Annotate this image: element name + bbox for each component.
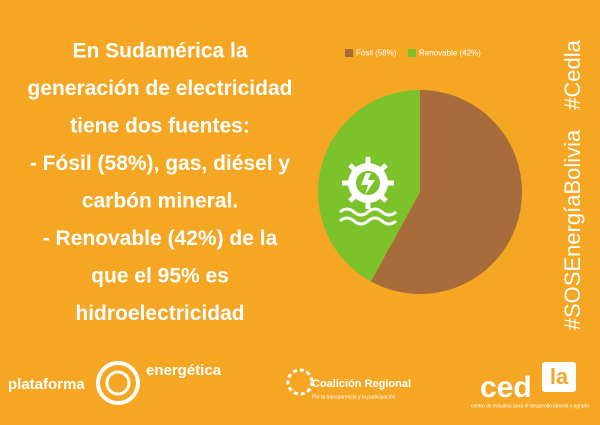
message-line: - Fósil (58%), gas, diésel y	[30, 152, 291, 175]
pie-slice	[370, 90, 522, 294]
message-line: tiene dos fuentes:	[70, 115, 250, 138]
message: En Sudamérica la generación de electricid…	[28, 40, 293, 326]
message-line: En Sudamérica la	[72, 40, 247, 63]
logo-text: plataforma	[8, 376, 85, 393]
message-line: carbón mineral.	[82, 190, 238, 213]
logo-text: centro de estudios para el desarrollo la…	[471, 403, 589, 409]
message-line: hidroelectricidad	[75, 302, 244, 325]
logo-coalicion: Coalición Regional Por la transparencia …	[286, 368, 411, 400]
legend-swatch	[345, 49, 353, 57]
legend-label: Renovable (42%)	[419, 49, 481, 58]
logo-text: ced	[480, 371, 532, 404]
logo-text: energética	[146, 362, 222, 379]
hydro-icon	[339, 157, 397, 226]
legend-swatch	[408, 49, 416, 57]
message-line: - Renovable (42%) de la	[43, 227, 278, 250]
message-line: que el 95% es	[91, 265, 229, 288]
logo-text: Coalición Regional	[312, 378, 411, 390]
legend-label: Fósil (58%)	[356, 49, 397, 58]
message-line: generación de electricidad	[28, 77, 293, 100]
logo-text: la	[550, 364, 569, 389]
logo-plataforma: plataforma energética	[8, 361, 222, 405]
hashtag: #SOSEnergíaBolivia	[560, 129, 585, 330]
logo-cedla: ced la centro de estudios para el desarr…	[471, 362, 589, 409]
hashtag: #Cedla	[560, 39, 585, 109]
logo-text: Por la transparencia y la participación	[312, 394, 396, 400]
